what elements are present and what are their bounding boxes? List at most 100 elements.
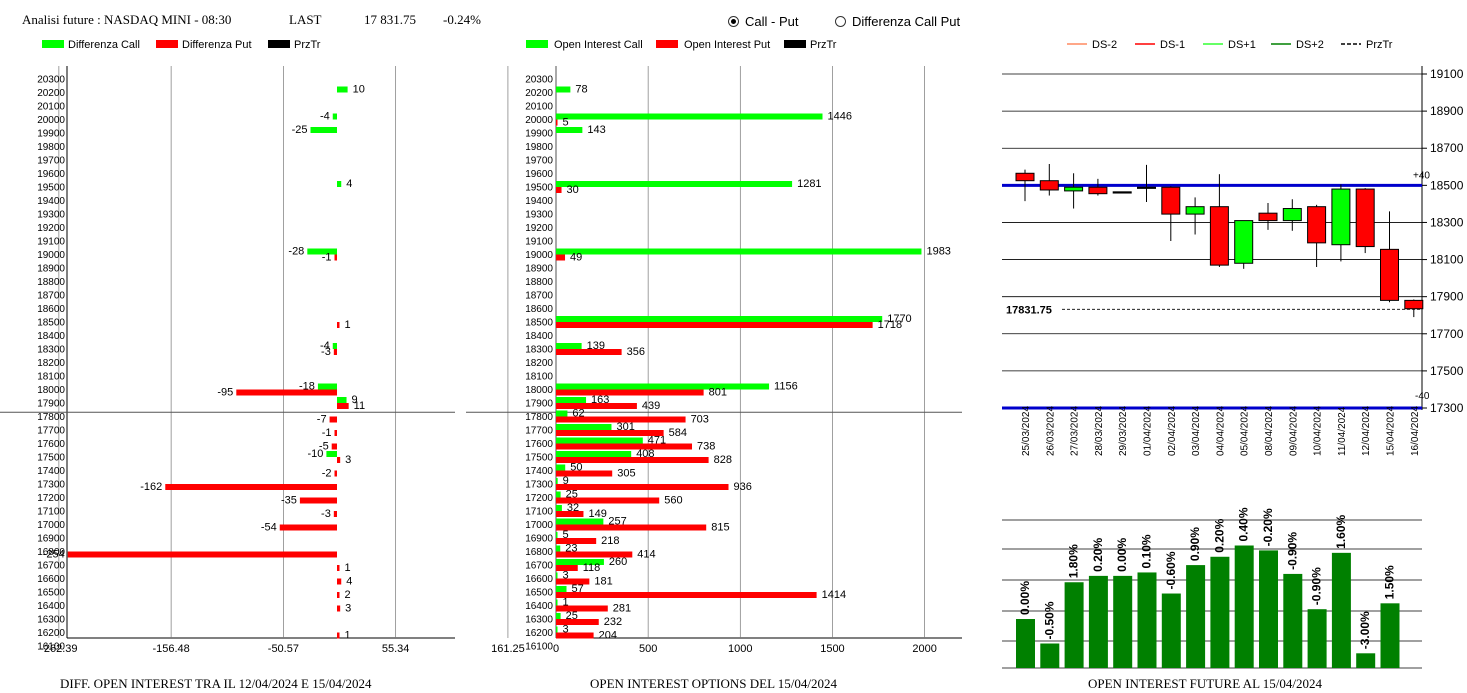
call-diff-bar — [337, 397, 347, 403]
call-diff-bar — [310, 127, 337, 133]
future-oi-label: 0.40% — [1237, 507, 1251, 541]
put-oi-bar-label: 232 — [604, 616, 622, 628]
y-tick-label-2: 16200 — [525, 628, 553, 639]
call-oi-bar-label: 3 — [563, 624, 569, 636]
legend-label-put-oi: Open Interest Put — [684, 39, 770, 51]
call-oi-bar-label: 260 — [609, 556, 627, 568]
y-tick-label-2: 19200 — [525, 223, 553, 234]
call-diff-bar — [317, 383, 337, 390]
put-diff-bar-label: -2 — [322, 468, 332, 480]
put-diff-bar — [236, 389, 337, 396]
candle-body — [1064, 186, 1084, 192]
put-diff-bar-label: 11 — [354, 400, 365, 412]
y-tick-label-2: 17300 — [525, 480, 553, 491]
y-tick-label-1: 18300 — [37, 345, 65, 356]
date-label-cs: 02/04/2024 — [1167, 406, 1178, 456]
call-oi-bar — [556, 410, 568, 417]
call-oi-bar-label: 5 — [563, 529, 569, 541]
radio-call-put-dot[interactable] — [728, 16, 739, 27]
put-oi-bar — [556, 497, 660, 504]
y-tick-label-3: 18700 — [1430, 141, 1464, 155]
put-diff-bar-label: 1 — [345, 319, 351, 331]
put-oi-bar-label: 560 — [664, 495, 682, 507]
y-tick-label-1: 16600 — [37, 574, 65, 585]
date-label-cs: 27/03/2024 — [1070, 406, 1081, 456]
date-label-cs: 01/04/2024 — [1143, 406, 1154, 456]
y-tick-label-1: 17600 — [37, 439, 65, 450]
put-oi-bar-label: 828 — [714, 454, 732, 466]
oi-chart-title: OPEN INTEREST OPTIONS DEL 15/04/2024 — [590, 676, 837, 691]
call-oi-bar-label: 143 — [587, 124, 605, 136]
candle-body — [1234, 220, 1254, 264]
call-diff-bar-label: 10 — [353, 84, 365, 96]
y-tick-label-1: 16500 — [37, 588, 65, 599]
price-change: -0.24% — [443, 12, 481, 27]
radio-differenza-label: Differenza Call Put — [852, 14, 961, 29]
y-tick-label-3: 17500 — [1430, 364, 1464, 378]
call-oi-bar — [556, 491, 561, 498]
radio-differenza-dot[interactable] — [835, 16, 846, 27]
put-diff-bar-label: 3 — [345, 603, 351, 615]
call-oi-bar-label: 1770 — [887, 313, 911, 325]
put-oi-bar — [556, 632, 594, 639]
call-oi-bar — [556, 532, 558, 538]
put-diff-bar — [279, 524, 337, 531]
put-oi-bar — [556, 254, 566, 261]
future-oi-label: -0.50% — [1042, 601, 1056, 639]
y-tick-label-1: 17200 — [37, 493, 65, 504]
legend-label-cs-3: DS+2 — [1296, 39, 1324, 51]
y-tick-label-1: 17300 — [37, 480, 65, 491]
y-tick-label-1: 18500 — [37, 318, 65, 329]
y-tick-label-2: 16700 — [525, 561, 553, 572]
last-price: 17 831.75 — [364, 12, 416, 27]
future-oi-bar — [1186, 565, 1206, 668]
y-tick-label-3: 17700 — [1430, 327, 1464, 341]
future-oi-bar — [1210, 556, 1230, 668]
put-diff-bar — [337, 565, 340, 571]
upper-level-label: +40 — [1413, 170, 1430, 181]
y-tick-label-2: 18400 — [525, 331, 553, 342]
put-diff-bar-label: -5 — [319, 441, 329, 453]
radio-differenza[interactable]: Differenza Call Put — [835, 14, 960, 29]
call-oi-bar-label: 1156 — [774, 381, 798, 393]
put-oi-bar — [556, 322, 873, 328]
put-oi-bar-label: 936 — [734, 481, 752, 493]
y-tick-label-2: 18300 — [525, 345, 553, 356]
y-tick-label-1: 16100 — [37, 642, 65, 653]
y-tick-label-1: 18700 — [37, 291, 65, 302]
y-tick-label-1: 16300 — [37, 615, 65, 626]
y-tick-label-1: 20000 — [37, 115, 65, 126]
future-oi-label: 0.90% — [1188, 527, 1202, 561]
x-tick-label-2: 1500 — [820, 643, 844, 655]
y-tick-label-2: 16900 — [525, 534, 553, 545]
put-oi-bar — [556, 416, 686, 423]
future-oi-bar — [1356, 653, 1376, 668]
put-diff-bar-label: -35 — [281, 495, 297, 507]
date-label-cs: 08/04/2024 — [1264, 406, 1275, 456]
candle-body — [1282, 208, 1302, 222]
call-oi-bar — [556, 572, 558, 579]
y-tick-label-2: 18900 — [525, 264, 553, 275]
y-tick-label-1: 19600 — [37, 169, 65, 180]
put-diff-bar-label: -254 — [43, 549, 65, 561]
put-diff-bar — [334, 254, 337, 261]
put-oi-bar-label: 356 — [627, 346, 645, 358]
y-tick-label-1: 20200 — [37, 88, 65, 99]
call-oi-bar — [556, 383, 770, 390]
legend-swatch-prztr-1 — [268, 40, 290, 48]
legend-label-cs-0: DS-2 — [1092, 39, 1117, 51]
radio-call-put[interactable]: Call - Put — [728, 14, 798, 29]
y-tick-label-2: 16600 — [525, 574, 553, 585]
y-tick-label-2: 20100 — [525, 102, 553, 113]
put-oi-bar — [556, 349, 622, 355]
call-oi-bar — [556, 424, 612, 430]
put-diff-bar-label: -7 — [317, 414, 327, 426]
call-oi-bar — [556, 397, 587, 403]
put-oi-bar — [556, 524, 707, 531]
call-diff-bar-label: 4 — [346, 178, 352, 190]
y-tick-label-2: 16800 — [525, 547, 553, 558]
put-oi-bar — [556, 430, 664, 436]
put-oi-bar — [556, 619, 599, 625]
y-tick-label-2: 17000 — [525, 520, 553, 531]
